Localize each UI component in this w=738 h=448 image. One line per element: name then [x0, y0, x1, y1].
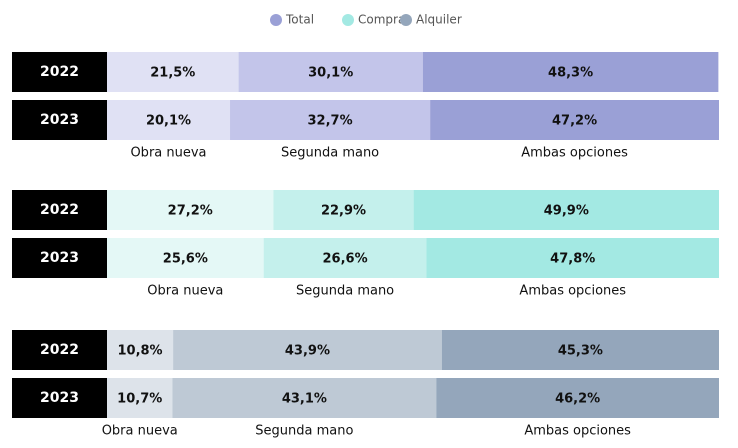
bar-segment: [107, 190, 274, 230]
year-label: 2023: [40, 250, 79, 266]
value-label: 49,9%: [544, 204, 589, 219]
segment-label: Ambas opciones: [519, 284, 626, 299]
value-label: 22,9%: [321, 204, 366, 219]
value-label: 25,6%: [163, 252, 208, 267]
year-box: [12, 52, 107, 92]
value-label: 45,3%: [558, 344, 603, 359]
bar-segment: [436, 378, 719, 418]
bar-segment: [107, 378, 173, 418]
bar-segment: [107, 52, 239, 92]
legend-marker: [342, 14, 354, 26]
value-label: 27,2%: [168, 204, 213, 219]
year-box: [12, 238, 107, 278]
value-label: 21,5%: [150, 66, 195, 81]
bar-segment: [230, 100, 431, 140]
year-label: 2022: [40, 342, 79, 358]
value-label: 47,8%: [550, 252, 595, 267]
value-label: 43,9%: [285, 344, 330, 359]
legend-marker: [270, 14, 282, 26]
value-label: 48,3%: [548, 66, 593, 81]
value-label: 10,7%: [117, 392, 162, 407]
segment-label: Obra nueva: [147, 284, 223, 299]
segment-label: Obra nueva: [102, 424, 178, 439]
value-label: 26,6%: [323, 252, 368, 267]
value-label: 43,1%: [282, 392, 327, 407]
bar-segment: [107, 330, 174, 370]
bar-segment: [172, 378, 437, 418]
bar-segment: [107, 100, 231, 140]
value-label: 46,2%: [555, 392, 600, 407]
year-box: [12, 330, 107, 370]
year-box: [12, 190, 107, 230]
year-label: 2022: [40, 64, 79, 80]
value-label: 10,8%: [117, 344, 162, 359]
legend-label: Total: [285, 13, 314, 27]
bar-segment: [263, 238, 427, 278]
value-label: 32,7%: [308, 114, 353, 129]
year-box: [12, 378, 107, 418]
bar-segment: [273, 190, 414, 230]
segment-label: Segunda mano: [296, 284, 394, 299]
year-box: [12, 100, 107, 140]
bar-segment: [430, 100, 719, 140]
bar-segment: [107, 238, 264, 278]
legend-marker: [400, 14, 412, 26]
legend-label: Alquiler: [416, 13, 462, 27]
bar-segment: [413, 190, 719, 230]
segment-label: Segunda mano: [281, 146, 379, 161]
bar-segment: [238, 52, 423, 92]
bar-segment: [426, 238, 719, 278]
bar-segment: [173, 330, 442, 370]
segment-label: Ambas opciones: [521, 146, 628, 161]
bar-segment: [422, 52, 719, 92]
bar-segment: [441, 330, 719, 370]
segment-label: Segunda mano: [255, 424, 353, 439]
year-label: 2023: [40, 390, 79, 406]
segment-label: Ambas opciones: [524, 424, 631, 439]
legend-label: Compra: [358, 13, 405, 27]
year-label: 2023: [40, 112, 79, 128]
segment-label: Obra nueva: [130, 146, 206, 161]
value-label: 20,1%: [146, 114, 191, 129]
value-label: 30,1%: [308, 66, 353, 81]
year-label: 2022: [40, 202, 79, 218]
value-label: 47,2%: [552, 114, 597, 129]
